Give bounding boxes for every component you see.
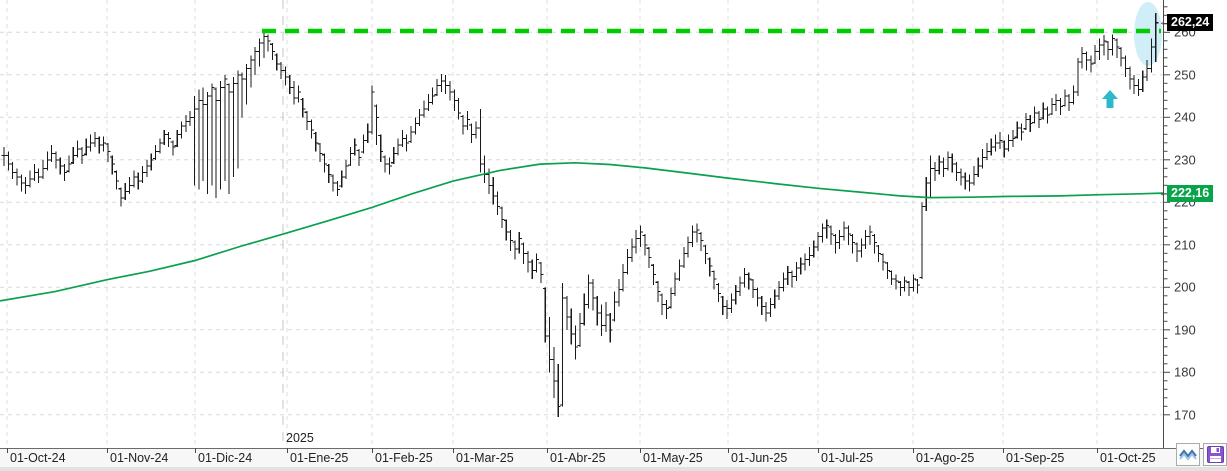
y-tick-label: 180 — [1174, 364, 1196, 380]
y-tick-label: 210 — [1174, 237, 1196, 253]
x-major-tick — [7, 448, 8, 453]
save-tool-button[interactable] — [1203, 443, 1227, 466]
left-arrow-icon: ← — [1159, 187, 1169, 199]
x-tick-label: 01-Ene-25 — [290, 451, 349, 465]
x-tick-label: 01-Sep-25 — [1006, 451, 1065, 465]
x-axis-strip — [0, 448, 1227, 468]
left-arrow-icon: ← — [1159, 17, 1169, 29]
price-chart[interactable] — [0, 0, 1163, 448]
bottom-strip — [0, 467, 1227, 471]
x-major-tick — [728, 448, 729, 453]
y-axis — [1163, 0, 1170, 449]
highlight-ellipse — [1134, 2, 1162, 66]
x-tick-label: 01-Feb-25 — [375, 451, 433, 465]
zigzag-tool-button[interactable] — [1176, 443, 1200, 466]
ma-price-text: 222,16 — [1171, 185, 1210, 200]
x-major-tick — [818, 448, 819, 453]
x-tick-label: 01-Ago-25 — [916, 451, 975, 465]
ohlc-bars — [1, 13, 1159, 417]
up-arrow-icon — [1102, 90, 1118, 108]
y-tick-label: 250 — [1174, 67, 1196, 83]
x-major-tick — [1097, 448, 1098, 453]
x-major-tick — [547, 448, 548, 453]
last-price-badge: ← 262,24 — [1159, 14, 1214, 32]
y-tick-label: 230 — [1174, 152, 1196, 168]
x-tick-label: 01-Jul-25 — [821, 451, 874, 465]
x-tick-label: 01-Oct-24 — [10, 451, 66, 465]
x-tick-label: 01-Abr-25 — [550, 451, 606, 465]
last-price-text: 262,24 — [1171, 15, 1210, 30]
x-major-tick — [195, 448, 196, 453]
y-tick-label: 240 — [1174, 109, 1196, 125]
moving-average-line — [0, 161, 1163, 302]
x-tick-label: 01-May-25 — [643, 451, 703, 465]
x-tick-label: 01-Nov-24 — [110, 451, 169, 465]
y-tick-label: 170 — [1174, 407, 1196, 423]
x-tick-label: 01-Oct-25 — [1100, 451, 1156, 465]
save-icon — [1206, 446, 1224, 463]
x-major-tick — [913, 448, 914, 453]
x-tick-label: 01-Jun-25 — [731, 451, 788, 465]
x-major-tick — [453, 448, 454, 453]
x-major-tick — [107, 448, 108, 453]
x-tick-label: 01-Dic-24 — [198, 451, 253, 465]
y-tick-label: 200 — [1174, 279, 1196, 295]
x-major-tick — [287, 448, 288, 453]
x-tick-label: 01-Mar-25 — [456, 451, 514, 465]
y-tick-label: 190 — [1174, 322, 1196, 338]
x-major-tick — [372, 448, 373, 453]
year-label: 2025 — [286, 431, 314, 445]
zigzag-icon — [1179, 448, 1197, 461]
x-major-tick — [1003, 448, 1004, 453]
ma-price-badge: ← 222,16 — [1159, 184, 1214, 202]
x-major-tick — [640, 448, 641, 453]
